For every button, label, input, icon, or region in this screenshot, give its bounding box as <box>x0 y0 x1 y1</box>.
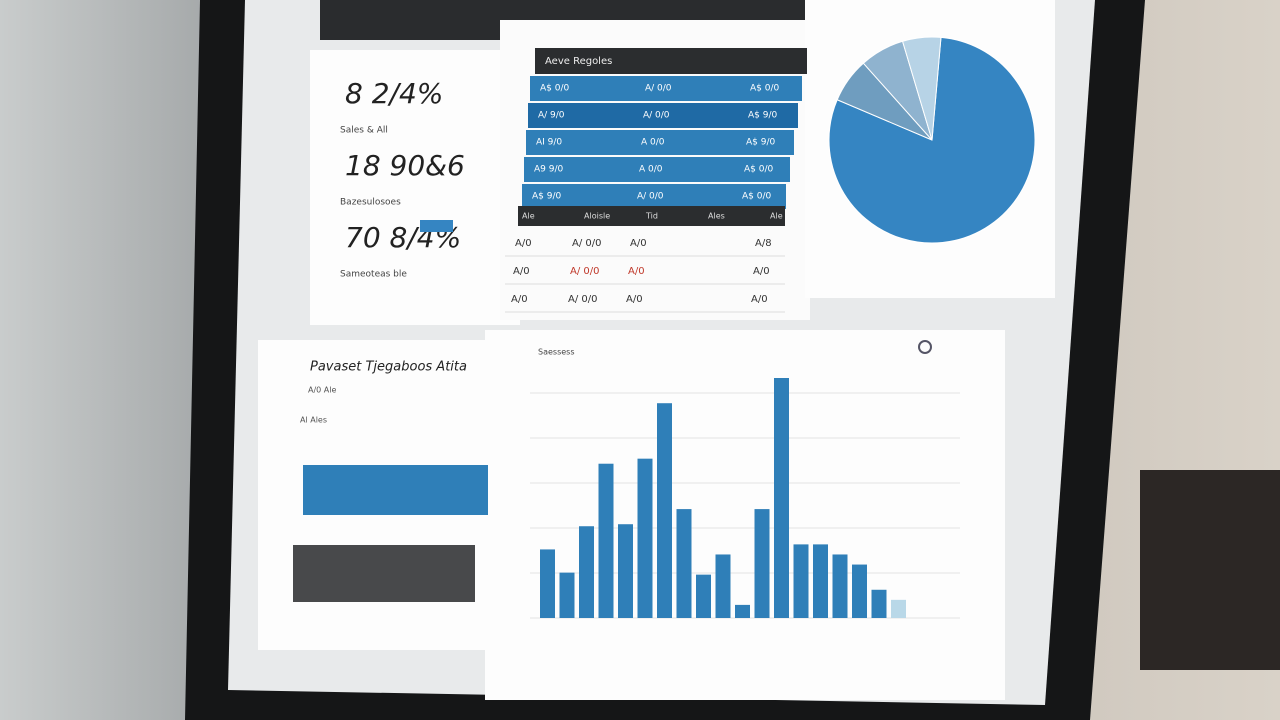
kpi-badge <box>420 220 453 232</box>
bar <box>832 554 848 618</box>
table-row <box>522 184 786 209</box>
table-cell: A/ 0/0 <box>570 266 599 277</box>
table-cell: A$ 0/0 <box>744 165 774 175</box>
bar <box>852 564 867 618</box>
kpi-label: Sameoteas ble <box>340 270 407 280</box>
table-cell: A$ 0/0 <box>742 192 772 202</box>
table-cell: A$ 9/0 <box>748 111 778 121</box>
side-bar <box>303 465 488 515</box>
table-cell: A/0 <box>511 294 528 305</box>
bar <box>871 589 887 618</box>
bar <box>618 524 633 618</box>
table-cell: A/0 <box>751 294 768 305</box>
table-cell: A/0 <box>513 266 530 277</box>
table-row <box>526 130 794 155</box>
table-cell: A$ 9/0 <box>532 192 562 202</box>
table-cell: A$ 0/0 <box>750 84 780 94</box>
kpi-panel <box>310 50 520 325</box>
bar <box>696 574 711 618</box>
bar <box>637 458 653 618</box>
table-cell: A 0/0 <box>641 138 665 148</box>
background-object <box>1140 470 1280 670</box>
table-cell: A/8 <box>755 238 772 249</box>
kpi-label: Bazesulosoes <box>340 198 401 208</box>
bar <box>598 463 614 618</box>
bar-panel <box>485 330 1005 700</box>
table-cell: A/ 0/0 <box>637 192 664 202</box>
bar <box>891 599 906 618</box>
table-cell: A/0 <box>753 266 770 277</box>
panel-subtitle: A/0 Ale <box>308 386 336 395</box>
table-cell: A/ 0/0 <box>645 84 672 94</box>
panel-label: Al Ales <box>300 416 327 425</box>
bar <box>793 544 809 618</box>
kpi-value: 18 90&6 <box>345 149 465 182</box>
side-bar <box>293 545 475 602</box>
bar <box>715 554 731 618</box>
kpi-label: Sales & All <box>340 126 388 136</box>
table-title-bar <box>535 48 807 74</box>
kpi-value: 8 2/4% <box>345 77 443 110</box>
table-cell: A9 9/0 <box>534 165 564 175</box>
bar <box>540 549 555 618</box>
bar <box>657 403 672 618</box>
settings-icon[interactable] <box>918 340 932 354</box>
table-cell: A/0 <box>515 238 532 249</box>
pie-slice <box>901 36 942 141</box>
panel-title: Pavaset Tjegaboos Atita <box>310 360 467 375</box>
bar <box>813 544 828 618</box>
table-row <box>524 157 790 182</box>
table-header-bar <box>518 206 785 226</box>
table-header: Ale <box>522 212 535 221</box>
bar <box>676 509 692 618</box>
table-row <box>528 103 798 128</box>
bar <box>774 378 789 618</box>
table-cell: A/ 0/0 <box>568 294 597 305</box>
table-row <box>530 76 802 101</box>
table-cell: AI 9/0 <box>536 138 562 148</box>
table-cell: A/0 <box>626 294 643 305</box>
table-cell: A 0/0 <box>639 165 663 175</box>
table-cell: A$ 9/0 <box>746 138 776 148</box>
table-cell: A/ 0/0 <box>643 111 670 121</box>
table-header: Ales <box>708 212 725 221</box>
table-cell: A/ 0/0 <box>572 238 601 249</box>
table-cell: A$ 0/0 <box>540 84 570 94</box>
bar <box>754 509 770 618</box>
table-cell: A/0 <box>630 238 647 249</box>
table-cell: A/ 9/0 <box>538 111 565 121</box>
bar <box>579 526 594 618</box>
bar <box>559 572 575 618</box>
bar <box>735 604 750 618</box>
table-header: Tid <box>645 212 658 221</box>
table-header: Aloisle <box>584 212 610 221</box>
table-header: Ale <box>770 212 783 221</box>
table-cell: A/0 <box>628 266 645 277</box>
chart-title: Saessess <box>538 348 575 357</box>
table-title: Aeve Regoles <box>545 56 612 67</box>
